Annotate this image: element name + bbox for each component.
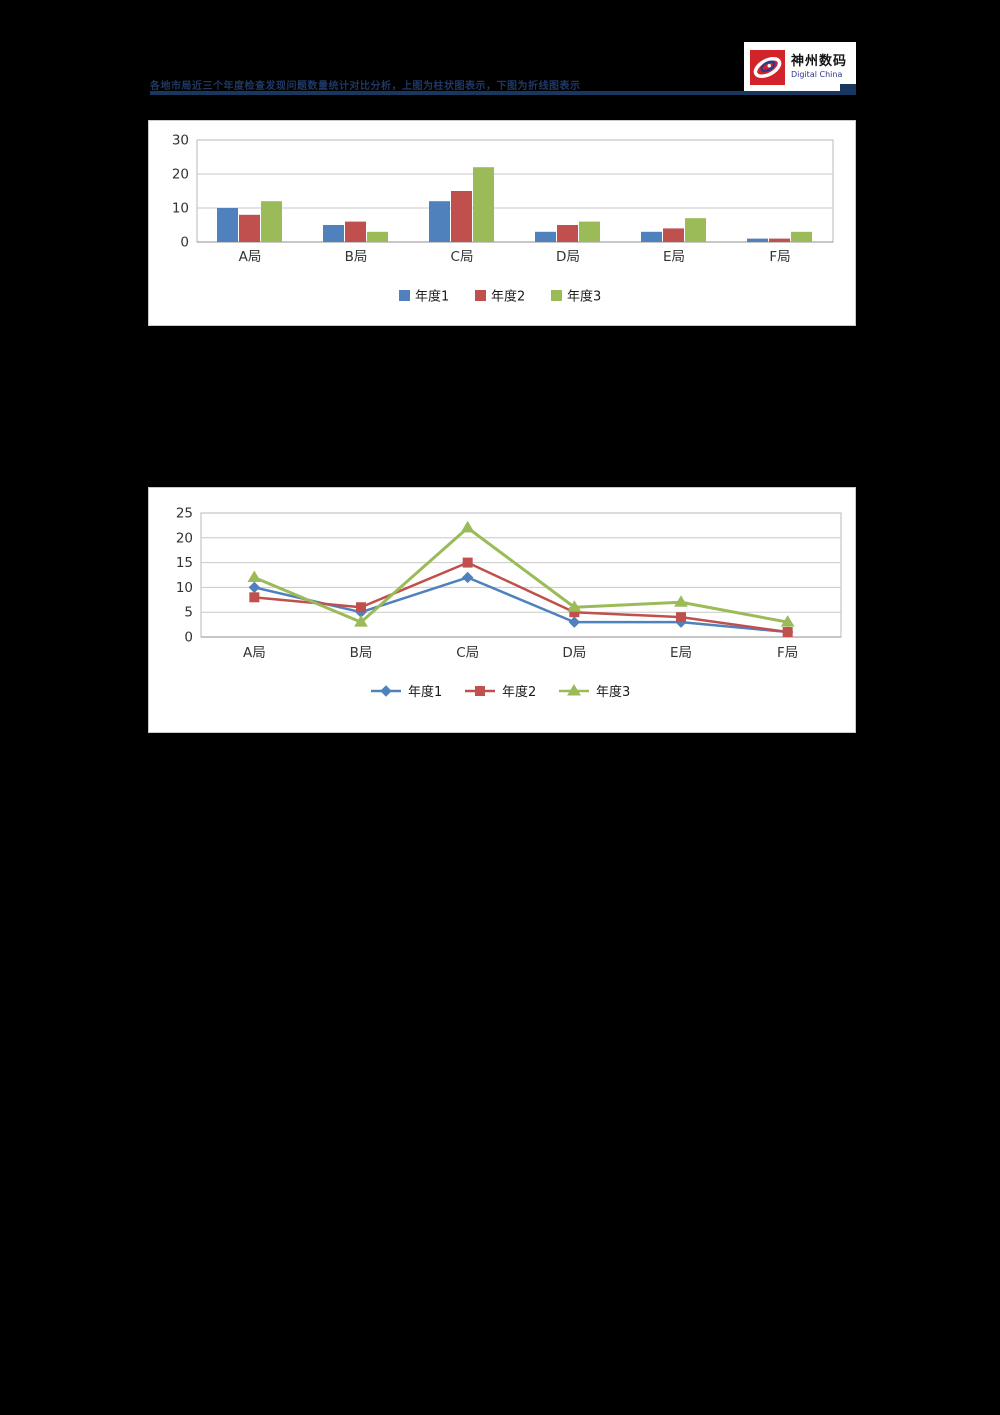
svg-text:A局: A局 <box>239 249 262 265</box>
svg-text:E局: E局 <box>663 249 685 265</box>
logo-brand-cn: 神州数码 <box>791 54 848 70</box>
svg-text:30: 30 <box>172 133 189 149</box>
page-header-title: 各地市局近三个年度检查发现问题数量统计对比分析，上图为柱状图表示，下图为折线图表… <box>150 81 581 92</box>
bar-年度2-F局 <box>769 238 790 242</box>
bar-年度3-F局 <box>791 231 812 242</box>
bar-年度1-F局 <box>747 238 768 242</box>
svg-text:15: 15 <box>176 555 193 571</box>
svg-text:年度3: 年度3 <box>567 289 601 305</box>
header-rule <box>150 91 852 95</box>
digital-china-logo-mark-icon <box>750 50 785 85</box>
line-series-年度1 <box>253 576 789 634</box>
bar-年度1-A局 <box>217 208 238 242</box>
svg-text:D局: D局 <box>562 645 586 661</box>
svg-text:F局: F局 <box>769 249 790 265</box>
svg-text:B局: B局 <box>345 249 368 265</box>
line-chart-panel: 0 5 10 15 20 25 A局 B局 C局 D局 E局 F局年度1 年度2 年度3 <box>148 487 856 733</box>
logo-brand-en: Digital China <box>791 70 843 80</box>
bar-年度2-C局 <box>451 191 472 242</box>
logo-text: 神州数码 Digital China <box>791 54 848 80</box>
svg-text:0: 0 <box>180 235 189 251</box>
bar-年度2-D局 <box>557 225 578 242</box>
svg-text:5: 5 <box>184 605 193 621</box>
svg-text:10: 10 <box>172 201 189 217</box>
svg-text:E局: E局 <box>670 645 692 661</box>
svg-text:D局: D局 <box>556 249 580 265</box>
bar-年度2-A局 <box>239 214 260 242</box>
bar-年度3-C局 <box>473 167 494 242</box>
bar-chart-panel: 0 10 20 30 A局 B局 C局 D局 E局 F局年度1 年度2 年度3 <box>148 120 856 326</box>
svg-text:年度1: 年度1 <box>408 684 442 700</box>
bar-年度3-A局 <box>261 201 282 242</box>
svg-text:10: 10 <box>176 580 193 596</box>
legend-swatch-年度1 <box>399 290 410 301</box>
bar-年度3-D局 <box>579 221 600 242</box>
svg-text:A局: A局 <box>243 645 266 661</box>
svg-text:25: 25 <box>176 506 193 522</box>
bar-年度2-E局 <box>663 228 684 242</box>
line-series-年度2 <box>253 561 789 634</box>
svg-text:C局: C局 <box>456 645 479 661</box>
bar-年度3-B局 <box>367 231 388 242</box>
bar-年度1-B局 <box>323 225 344 242</box>
svg-text:20: 20 <box>176 530 193 546</box>
svg-text:20: 20 <box>172 167 189 183</box>
svg-text:C局: C局 <box>451 249 474 265</box>
digital-china-logo: 神州数码 Digital China <box>744 42 856 93</box>
header-rule-end-cap <box>840 84 856 95</box>
svg-text:年度2: 年度2 <box>502 684 536 700</box>
bar-年度2-B局 <box>345 221 366 242</box>
legend-swatch-年度2 <box>475 290 486 301</box>
svg-text:B局: B局 <box>350 645 373 661</box>
svg-text:F局: F局 <box>777 645 798 661</box>
svg-text:年度2: 年度2 <box>491 289 525 305</box>
bar-年度1-C局 <box>429 201 450 242</box>
svg-text:0: 0 <box>184 630 193 646</box>
legend-swatch-年度3 <box>551 290 562 301</box>
line-series-年度3 <box>252 526 790 624</box>
bar-年度3-E局 <box>685 218 706 242</box>
bar-年度1-D局 <box>535 231 556 242</box>
bar-年度1-E局 <box>641 231 662 242</box>
svg-text:年度1: 年度1 <box>415 289 449 305</box>
svg-text:年度3: 年度3 <box>596 684 630 700</box>
